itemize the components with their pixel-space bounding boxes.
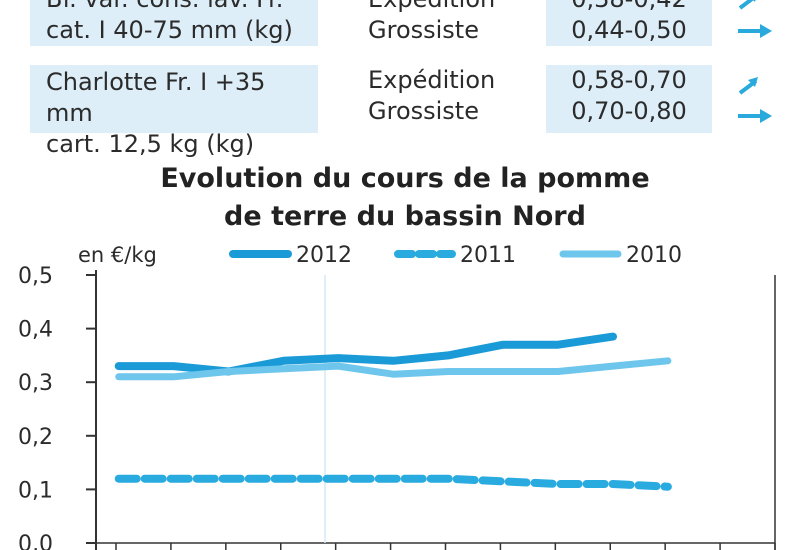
- y-tick-label: 0,4: [18, 318, 53, 343]
- stage-label: Grossiste: [368, 16, 479, 44]
- price-range: 0,58-0,70: [546, 65, 712, 96]
- legend-label-2012: 2012: [296, 243, 352, 268]
- y-tick-label: 0,0: [18, 532, 53, 550]
- price-range: 0,38-0,42: [546, 0, 712, 15]
- legend-label-2011: 2011: [460, 243, 516, 268]
- series-line-2012: [114, 332, 617, 376]
- stage-label: Expédition: [368, 0, 528, 15]
- stage-label: Expédition: [368, 66, 496, 94]
- series-line-2011: [114, 474, 672, 491]
- product-name: Bf. var. cons. lav. Fr. cat. I 40-75 mm …: [30, 0, 318, 46]
- trend-right-arrow-icon: [738, 24, 772, 38]
- price-range: 0,70-0,80: [546, 96, 712, 133]
- y-tick-label: 0,2: [18, 425, 53, 450]
- legend-label-2010: 2010: [626, 243, 682, 268]
- price-range: 0,44-0,50: [546, 15, 712, 46]
- trend-up-arrow-icon: [738, 0, 756, 10]
- series-line-2010: [115, 357, 672, 381]
- trend-arrows: [716, 65, 796, 131]
- y-tick-label: 0,3: [18, 371, 53, 396]
- trend-arrows: [716, 0, 796, 46]
- product-name: Charlotte Fr. I +35 mm cart. 12,5 kg (kg…: [30, 65, 318, 158]
- chart-title: Evolution du cours de la pomme de terre …: [160, 163, 650, 232]
- trend-right-arrow-icon: [738, 109, 772, 123]
- stage-label: Grossiste: [368, 97, 479, 125]
- y-tick-label: 0,1: [18, 478, 53, 503]
- y-tick-label: 0,5: [18, 264, 53, 289]
- trend-up-arrow-icon: [738, 77, 758, 95]
- y-axis-label: en €/kg: [78, 243, 157, 267]
